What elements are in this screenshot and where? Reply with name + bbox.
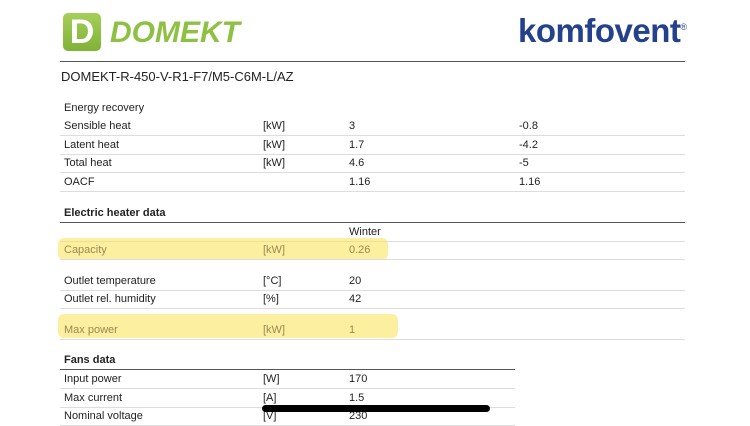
table-row: Outlet temperature [°C] 20 [60, 272, 685, 291]
highlight [58, 314, 398, 338]
header-divider [60, 61, 685, 62]
table-row: Sensible heat [kW] 3 -0.8 [60, 117, 685, 136]
table-row: Outlet rel. humidity [%] 42 [60, 290, 685, 309]
table-row: Latent heat [kW] 1.7 -4.2 [60, 136, 685, 155]
table-row: Capacity [kW] 0.26 [60, 241, 685, 260]
table-row: Total heat [kW] 4.6 -5 [60, 154, 685, 173]
table-row: OACF 1.16 1.16 [60, 173, 685, 192]
table-row: Input power [W] 170 [60, 370, 515, 389]
komfovent-logo: komfovent® [518, 12, 687, 49]
section-electric-heater: Electric heater data [60, 204, 685, 223]
section-fans: Fans data [60, 351, 515, 370]
redaction-mark [262, 405, 490, 412]
table-row: Max power [kW] 1 [60, 321, 685, 340]
domekt-logo-icon: D [63, 13, 101, 51]
highlight [58, 238, 388, 260]
section-energy-recovery: Energy recovery [64, 102, 145, 114]
domekt-logo: DOMEKT [110, 16, 240, 49]
model-code: DOMEKT-R-450-V-R1-F7/M5-C6M-L/AZ [61, 69, 294, 84]
